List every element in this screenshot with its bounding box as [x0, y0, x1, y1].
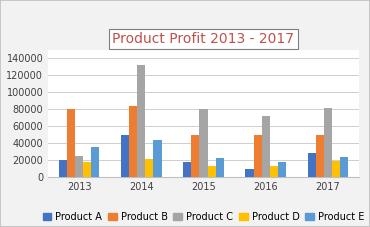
- Bar: [262, 116, 270, 177]
- Bar: [307, 153, 316, 177]
- Bar: [121, 135, 129, 177]
- Bar: [245, 169, 253, 177]
- Bar: [75, 156, 83, 177]
- Bar: [83, 162, 91, 177]
- Bar: [340, 157, 348, 177]
- Bar: [332, 161, 340, 177]
- Bar: [145, 159, 154, 177]
- Bar: [208, 166, 216, 177]
- Bar: [137, 65, 145, 177]
- Bar: [199, 109, 208, 177]
- Bar: [67, 109, 75, 177]
- Bar: [183, 162, 191, 177]
- Bar: [324, 108, 332, 177]
- Bar: [278, 162, 286, 177]
- Bar: [129, 106, 137, 177]
- Bar: [253, 135, 262, 177]
- Bar: [154, 140, 162, 177]
- Title: Product Profit 2013 - 2017: Product Profit 2013 - 2017: [112, 32, 295, 46]
- Bar: [216, 158, 224, 177]
- Bar: [191, 135, 199, 177]
- Bar: [270, 166, 278, 177]
- Bar: [316, 135, 324, 177]
- Bar: [59, 160, 67, 177]
- Legend: Product A, Product B, Product C, Product D, Product E: Product A, Product B, Product C, Product…: [39, 208, 368, 226]
- Bar: [91, 147, 100, 177]
